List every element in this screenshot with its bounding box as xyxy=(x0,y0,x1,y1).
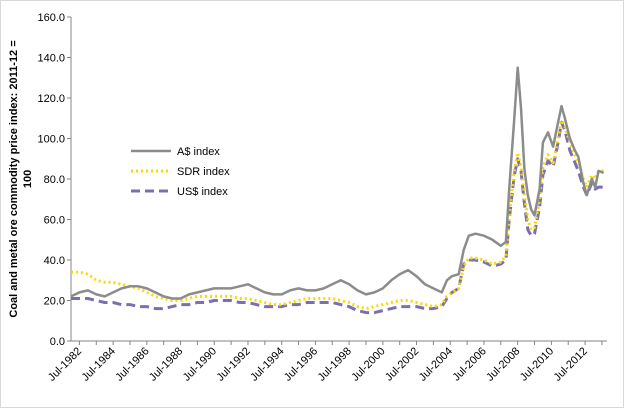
y-axis-label-line: 100 xyxy=(22,170,34,188)
x-tick-label: Jul-2002 xyxy=(383,345,421,383)
x-tick-label: Jul-1990 xyxy=(181,345,219,383)
x-tick-label: Jul-1994 xyxy=(248,345,286,383)
y-axis-label: Coal and metal ore commodity price index… xyxy=(8,40,34,317)
y-tick-label: 160.0 xyxy=(37,12,65,24)
x-tick-label: Jul-1984 xyxy=(80,345,118,383)
y-tick-label: 0.0 xyxy=(50,336,65,348)
x-tick-label: Jul-1986 xyxy=(113,345,151,383)
x-tick-label: Jul-2008 xyxy=(484,345,522,383)
y-axis-label-line: Coal and metal ore commodity price index… xyxy=(8,40,20,317)
y-tick-label: 60.0 xyxy=(44,215,65,227)
x-tick-label: Jul-2012 xyxy=(552,345,590,383)
legend-label: SDR index xyxy=(177,166,230,178)
y-tick-label: 80.0 xyxy=(44,174,65,186)
x-tick-label: Jul-2004 xyxy=(417,345,455,383)
x-tick-label: Jul-2000 xyxy=(349,345,387,383)
x-tick-label: Jul-1996 xyxy=(282,345,320,383)
series-line-a-index xyxy=(70,66,605,300)
legend-label: US$ index xyxy=(177,186,228,198)
y-tick-label: 120.0 xyxy=(37,93,65,105)
y-tick-label: 140.0 xyxy=(37,53,65,65)
x-tick-label: Jul-1992 xyxy=(214,345,252,383)
series-line-us-index xyxy=(71,120,604,315)
x-tick-label: Jul-2006 xyxy=(450,345,488,383)
series-line-sdr-index xyxy=(71,118,604,311)
y-tick-label: 100.0 xyxy=(37,134,65,146)
x-tick-label: Jul-1998 xyxy=(316,345,354,383)
x-tick-label: Jul-1982 xyxy=(46,345,84,383)
x-tick-label: Jul-1988 xyxy=(147,345,185,383)
x-tick-label: Jul-2010 xyxy=(518,345,556,383)
legend-label: A$ index xyxy=(177,146,220,158)
y-tick-label: 40.0 xyxy=(44,255,65,267)
y-tick-label: 20.0 xyxy=(44,296,65,308)
